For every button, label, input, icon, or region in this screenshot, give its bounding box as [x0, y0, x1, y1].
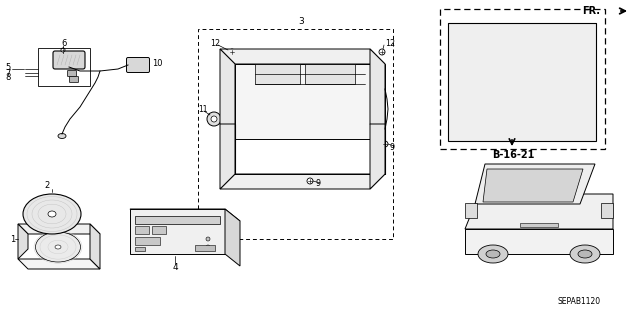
Bar	[198, 29, 393, 239]
Polygon shape	[475, 164, 595, 204]
Bar	[558, 49, 578, 61]
Bar	[558, 113, 578, 125]
Polygon shape	[18, 259, 100, 269]
Bar	[558, 33, 578, 45]
Bar	[558, 81, 578, 93]
Text: 12: 12	[385, 39, 395, 48]
Bar	[135, 237, 160, 245]
Text: 10: 10	[152, 58, 163, 68]
Text: 11: 11	[198, 105, 207, 114]
Bar	[521, 109, 549, 133]
Text: B-16-21: B-16-21	[492, 150, 534, 160]
Polygon shape	[220, 49, 235, 139]
Polygon shape	[483, 169, 583, 202]
Polygon shape	[130, 209, 240, 221]
FancyBboxPatch shape	[448, 23, 596, 141]
Text: 3: 3	[298, 17, 304, 26]
Bar	[38, 48, 90, 86]
Bar	[323, 51, 353, 61]
Circle shape	[206, 237, 210, 241]
Polygon shape	[220, 49, 385, 64]
Text: 4: 4	[172, 263, 178, 271]
Polygon shape	[130, 209, 225, 254]
Circle shape	[577, 109, 585, 117]
Text: 5: 5	[5, 63, 10, 71]
Polygon shape	[370, 49, 385, 139]
Bar	[558, 65, 578, 77]
Bar	[195, 245, 215, 251]
Circle shape	[229, 49, 235, 55]
Bar	[440, 9, 605, 149]
Bar	[453, 30, 553, 106]
Bar	[135, 216, 220, 224]
Circle shape	[206, 245, 210, 249]
Text: FR.: FR.	[582, 6, 600, 16]
Circle shape	[207, 112, 221, 126]
Polygon shape	[220, 174, 385, 189]
Ellipse shape	[478, 245, 508, 263]
Polygon shape	[465, 194, 613, 229]
Text: 9: 9	[315, 180, 320, 189]
Text: SEPAB1120: SEPAB1120	[557, 296, 600, 306]
Ellipse shape	[578, 250, 592, 258]
Text: 12: 12	[210, 39, 220, 48]
Text: 1: 1	[10, 234, 15, 243]
Bar	[601, 203, 613, 218]
Text: 6: 6	[61, 39, 67, 48]
Text: 8: 8	[5, 72, 10, 81]
Text: 9: 9	[390, 143, 395, 152]
Bar	[453, 109, 481, 133]
Polygon shape	[465, 229, 613, 254]
Ellipse shape	[58, 133, 66, 138]
Bar	[465, 203, 477, 218]
Bar	[487, 109, 515, 133]
Bar	[135, 247, 145, 251]
Polygon shape	[370, 124, 385, 189]
Circle shape	[379, 49, 385, 55]
Circle shape	[382, 141, 388, 147]
Ellipse shape	[35, 232, 81, 262]
Ellipse shape	[55, 245, 61, 249]
Ellipse shape	[48, 211, 56, 217]
Polygon shape	[18, 224, 28, 259]
Circle shape	[571, 103, 591, 123]
Polygon shape	[235, 64, 385, 139]
Bar	[283, 51, 318, 61]
Circle shape	[307, 178, 313, 184]
Polygon shape	[220, 124, 235, 189]
Polygon shape	[90, 224, 100, 269]
Text: 7: 7	[5, 69, 10, 78]
Bar	[558, 97, 578, 109]
FancyBboxPatch shape	[67, 70, 77, 77]
Bar	[243, 51, 278, 61]
Bar	[305, 64, 355, 84]
Ellipse shape	[486, 250, 500, 258]
Text: 2: 2	[44, 182, 50, 190]
Polygon shape	[225, 209, 240, 266]
Circle shape	[211, 116, 217, 122]
FancyBboxPatch shape	[127, 57, 150, 72]
Circle shape	[61, 48, 65, 52]
FancyBboxPatch shape	[70, 77, 79, 83]
Ellipse shape	[570, 245, 600, 263]
Bar	[520, 223, 558, 227]
Bar	[135, 226, 149, 234]
FancyBboxPatch shape	[53, 51, 85, 69]
Bar	[152, 226, 166, 234]
Polygon shape	[18, 224, 100, 234]
Bar	[255, 64, 300, 84]
Ellipse shape	[23, 194, 81, 234]
